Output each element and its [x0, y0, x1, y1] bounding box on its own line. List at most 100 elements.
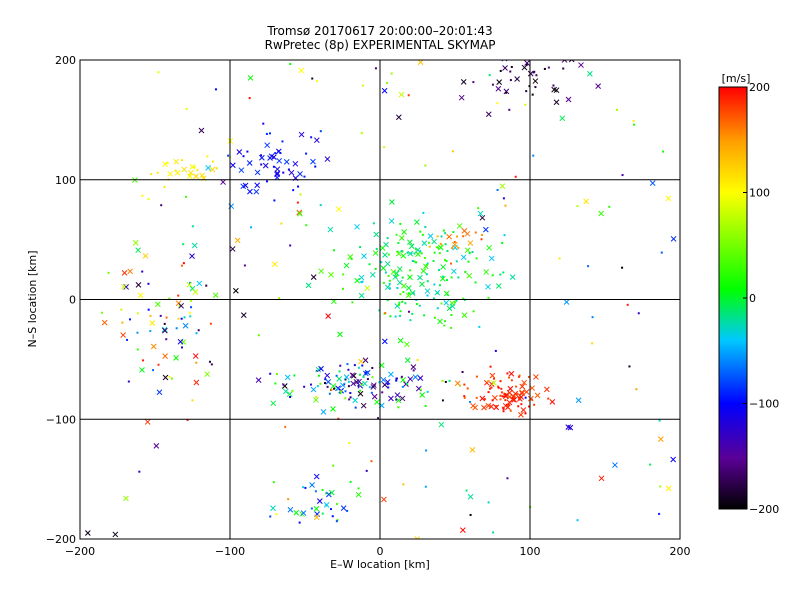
velocity-cross	[437, 318, 443, 325]
velocity-dot	[287, 498, 290, 501]
velocity-dot	[383, 146, 386, 149]
velocity-dot	[382, 281, 385, 284]
velocity-dot	[499, 380, 502, 383]
velocity-dot	[305, 152, 308, 155]
velocity-cross	[490, 380, 497, 386]
velocity-dot	[359, 389, 362, 392]
velocity-cross	[324, 156, 331, 162]
velocity-cross	[506, 50, 511, 55]
velocity-dot	[262, 122, 265, 125]
velocity-cross	[316, 498, 323, 504]
velocity-dot	[163, 322, 166, 325]
velocity-dot	[426, 390, 429, 393]
velocity-dot	[480, 238, 483, 241]
velocity-dot	[474, 281, 477, 284]
velocity-cross	[396, 279, 403, 286]
velocity-dot	[658, 419, 661, 422]
velocity-dot	[621, 174, 624, 177]
velocity-dot	[182, 262, 185, 265]
velocity-dot	[209, 322, 212, 325]
velocity-dot	[509, 79, 512, 82]
velocity-dot	[359, 246, 362, 249]
velocity-cross	[162, 374, 169, 381]
velocity-dot	[193, 165, 196, 168]
velocity-dot	[305, 224, 308, 227]
velocity-cross	[446, 233, 452, 240]
velocity-dot	[303, 175, 306, 178]
velocity-cross	[532, 78, 539, 84]
velocity-dot	[444, 232, 447, 235]
velocity-cross	[173, 355, 179, 361]
velocity-cross	[520, 407, 527, 413]
velocity-dot	[478, 325, 481, 328]
velocity-dot	[527, 53, 529, 55]
velocity-cross	[313, 137, 320, 144]
velocity-dot	[127, 380, 130, 383]
velocity-dot	[272, 481, 275, 484]
velocity-cross	[264, 142, 271, 149]
velocity-dot	[281, 140, 284, 143]
velocity-dot	[361, 84, 364, 87]
velocity-dot	[441, 244, 444, 247]
velocity-dot	[365, 469, 368, 472]
velocity-cross	[144, 419, 151, 425]
velocity-cross	[561, 60, 568, 63]
velocity-dot	[423, 256, 426, 259]
velocity-dot	[364, 371, 367, 374]
velocity-dot	[406, 383, 409, 386]
velocity-cross	[373, 231, 380, 238]
velocity-cross	[381, 338, 388, 345]
velocity-cross	[287, 506, 294, 513]
velocity-dot	[527, 405, 530, 408]
velocity-dot	[335, 502, 338, 505]
velocity-cross	[544, 386, 550, 393]
velocity-cross	[483, 269, 490, 275]
velocity-dot	[353, 364, 356, 367]
chart-title: Tromsø 20170617 20:00:00–20:01:43	[267, 24, 493, 38]
velocity-dot	[524, 412, 527, 415]
velocity-dot	[360, 132, 363, 135]
velocity-dot	[354, 406, 357, 409]
velocity-cross	[439, 275, 446, 282]
colorbar-ticks: −200 −100 0 100 200	[743, 81, 779, 516]
velocity-cross	[276, 157, 283, 164]
velocity-dot	[425, 449, 428, 452]
velocity-cross	[670, 456, 677, 463]
velocity-cross	[565, 96, 572, 103]
velocity-cross	[388, 395, 394, 402]
velocity-dot	[505, 403, 508, 406]
velocity-cross	[327, 226, 334, 233]
velocity-cross	[357, 390, 364, 397]
velocity-cross	[395, 114, 402, 121]
velocity-dot	[438, 269, 441, 272]
velocity-dot	[129, 318, 132, 321]
velocity-cross	[352, 397, 358, 404]
velocity-dot	[388, 287, 391, 290]
velocity-dot	[260, 154, 263, 157]
velocity-dot	[210, 363, 213, 366]
velocity-cross	[238, 167, 245, 174]
velocity-cross	[271, 261, 278, 268]
velocity-dot	[325, 492, 328, 495]
velocity-cross	[199, 172, 205, 179]
velocity-dot	[339, 392, 342, 395]
velocity-cross	[380, 376, 387, 383]
velocity-dot	[407, 310, 410, 313]
velocity-cross	[283, 159, 290, 165]
velocity-cross	[123, 284, 130, 290]
velocity-dot	[532, 71, 535, 74]
velocity-dot	[260, 163, 263, 166]
velocity-cross	[284, 374, 291, 381]
velocity-dot	[375, 247, 378, 250]
velocity-dot	[185, 195, 188, 198]
velocity-cross	[254, 169, 261, 176]
velocity-cross	[419, 392, 426, 398]
velocity-dot	[468, 252, 471, 255]
velocity-dot	[136, 312, 139, 315]
velocity-cross	[420, 268, 427, 274]
velocity-cross	[371, 382, 377, 389]
velocity-cross	[204, 371, 211, 378]
velocity-cross	[466, 272, 473, 279]
velocity-dot	[503, 234, 506, 237]
velocity-cross	[240, 183, 247, 190]
